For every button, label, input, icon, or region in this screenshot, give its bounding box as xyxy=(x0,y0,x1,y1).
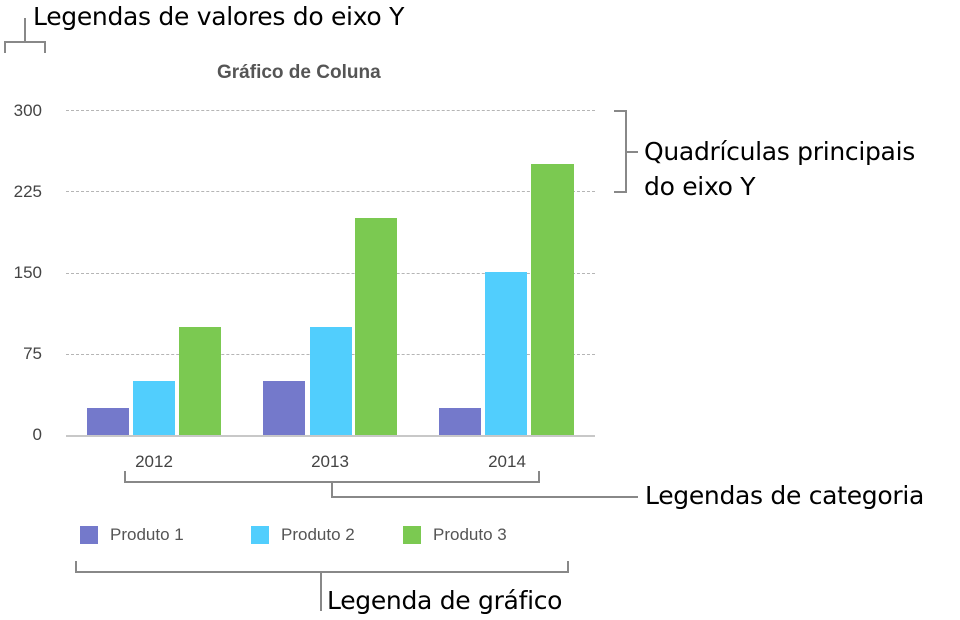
x-tick-2013: 2013 xyxy=(311,452,349,471)
bar-2013-produto-2 xyxy=(310,327,352,435)
legend-item-produto-3: Produto 3 xyxy=(403,525,507,545)
legend-swatch-produto-2 xyxy=(251,526,269,544)
callout-bracket-gridlines-bottom xyxy=(614,191,626,193)
legend-label-produto-1: Produto 1 xyxy=(110,525,184,544)
bar-2014-produto-1 xyxy=(439,408,481,435)
x-axis-baseline xyxy=(66,435,595,437)
legend-swatch-produto-1 xyxy=(80,526,98,544)
gridline-150 xyxy=(66,273,595,274)
y-tick-0: 0 xyxy=(32,425,42,444)
callout-bracket-legend-right xyxy=(567,561,569,573)
callout-bracket-legend-left xyxy=(75,561,77,573)
callout-chart-legend: Legenda de gráfico xyxy=(327,586,563,615)
callout-bracket-legend-drop xyxy=(320,571,322,611)
callout-bracket-gridlines-top xyxy=(614,110,626,112)
y-tick-225: 225 xyxy=(13,182,42,201)
bar-2012-produto-3 xyxy=(179,327,221,435)
callout-bracket-y-values-bar xyxy=(4,41,46,43)
bar-2013-produto-1 xyxy=(263,381,305,435)
legend-item-produto-1: Produto 1 xyxy=(80,525,184,545)
gridline-225 xyxy=(66,191,595,192)
callout-bracket-y-values-right xyxy=(44,41,46,53)
gridline-300 xyxy=(66,110,595,111)
callout-y-value-labels: Legendas de valores do eixo Y xyxy=(33,2,405,31)
bar-2012-produto-1 xyxy=(87,408,129,435)
callout-bracket-gridlines-stem xyxy=(626,151,638,153)
bar-2013-produto-3 xyxy=(355,218,397,435)
x-tick-2014: 2014 xyxy=(488,452,526,471)
callout-bracket-y-values-left xyxy=(4,41,6,53)
callout-bracket-categories-drop xyxy=(331,481,333,498)
legend-label-produto-3: Produto 3 xyxy=(433,525,507,544)
callout-bracket-categories-left xyxy=(124,471,126,483)
x-tick-2012: 2012 xyxy=(135,452,173,471)
callout-bracket-legend-bar xyxy=(75,571,569,573)
chart-title: Gráfico de Coluna xyxy=(217,62,381,83)
callout-bracket-y-values-stem xyxy=(24,18,26,42)
y-tick-150: 150 xyxy=(13,263,42,282)
bar-2014-produto-3 xyxy=(531,164,574,435)
callout-y-gridlines-line1: Quadrículas principais xyxy=(644,137,915,166)
legend-item-produto-2: Produto 2 xyxy=(251,525,355,545)
bar-2012-produto-2 xyxy=(133,381,175,435)
callout-bracket-categories-leader xyxy=(331,496,638,498)
bar-2014-produto-2 xyxy=(485,272,527,435)
legend-swatch-produto-3 xyxy=(403,526,421,544)
callout-bracket-categories-right xyxy=(538,471,540,483)
y-tick-300: 300 xyxy=(13,101,42,120)
callout-y-gridlines-line2: do eixo Y xyxy=(644,172,756,201)
callout-category-labels: Legendas de categoria xyxy=(645,481,924,510)
y-tick-75: 75 xyxy=(23,344,42,363)
legend-label-produto-2: Produto 2 xyxy=(281,525,355,544)
